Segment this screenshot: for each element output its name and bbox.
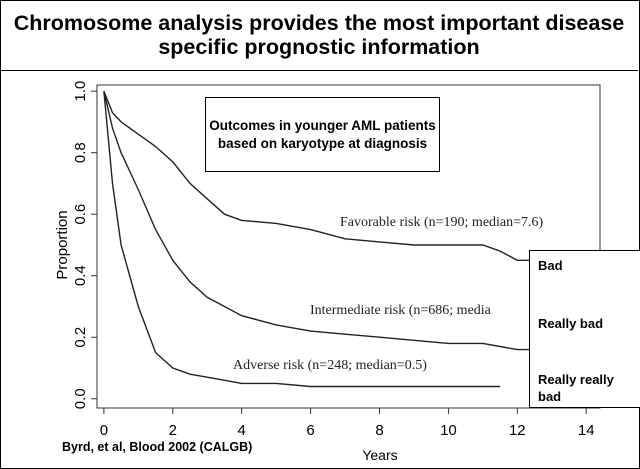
y-tick-label: 0.8 bbox=[72, 142, 89, 163]
y-axis-label: Proportion bbox=[54, 210, 71, 279]
overlay-label: Bad bbox=[538, 258, 563, 273]
slide-title: Chromosome analysis provides the most im… bbox=[13, 11, 625, 59]
x-tick-label: 14 bbox=[578, 422, 595, 439]
y-tick-label: 0.6 bbox=[72, 204, 89, 225]
x-tick-label: 6 bbox=[306, 422, 314, 439]
x-tick-label: 10 bbox=[440, 422, 457, 439]
y-tick-label: 0.0 bbox=[72, 388, 89, 409]
overlay-label: Really bad bbox=[538, 316, 604, 331]
y-tick-label: 0.2 bbox=[72, 327, 89, 348]
survival-curve bbox=[103, 91, 552, 351]
source: Byrd, et al, Blood 2002 (CALGB) bbox=[62, 440, 253, 454]
curve-label: Favorable risk (n=190; median=7.6) bbox=[340, 215, 544, 230]
x-axis-label: Years bbox=[362, 447, 397, 463]
plot-frame bbox=[96, 84, 601, 409]
curve-label: Intermediate risk (n=686; media bbox=[310, 303, 492, 318]
title-bar: Chromosome analysis provides the most im… bbox=[0, 0, 638, 71]
overlay-box: Bad Really bad Really really bad bbox=[529, 250, 640, 408]
note-box: Outcomes in younger AML patients based o… bbox=[205, 97, 440, 172]
y-tick-label: 1.0 bbox=[72, 81, 89, 102]
y-tick-label: 0.4 bbox=[72, 265, 89, 286]
x-tick-label: 4 bbox=[238, 422, 246, 439]
overlay-label: Really really bad bbox=[538, 372, 614, 404]
x-tick-label: 12 bbox=[509, 422, 526, 439]
x-tick-label: 8 bbox=[375, 422, 383, 439]
survival-curve bbox=[103, 91, 501, 388]
survival-curve bbox=[103, 90, 552, 261]
curve-label: Adverse risk (n=248; median=0.5) bbox=[233, 358, 427, 373]
x-tick-label: 0 bbox=[100, 422, 108, 439]
x-tick-label: 2 bbox=[169, 422, 177, 439]
